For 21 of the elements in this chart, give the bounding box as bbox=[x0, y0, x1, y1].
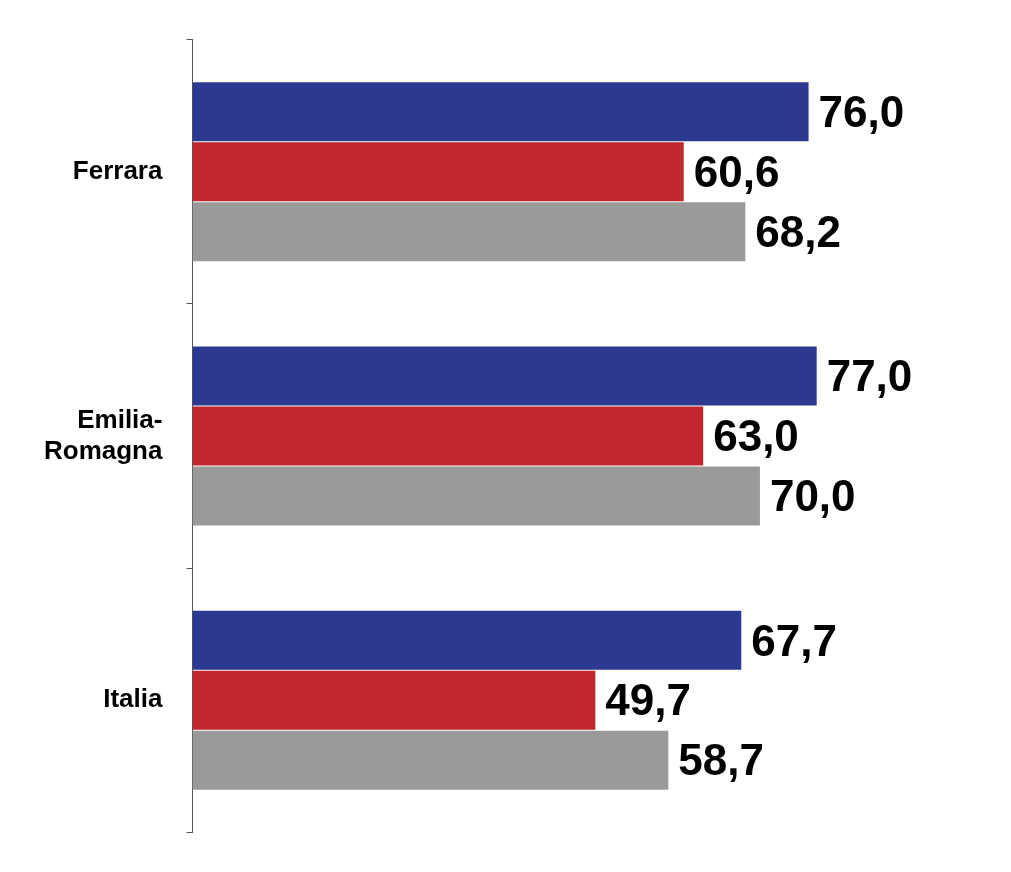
bar bbox=[192, 202, 746, 262]
data-label: 70,0 bbox=[769, 471, 856, 521]
data-label: 49,7 bbox=[605, 675, 692, 725]
data-label: 60,6 bbox=[693, 146, 780, 196]
data-label: 67,7 bbox=[751, 615, 837, 665]
bar bbox=[192, 82, 809, 142]
bar bbox=[192, 670, 596, 730]
data-label: 77,0 bbox=[826, 351, 913, 401]
data-label: 76,0 bbox=[818, 86, 905, 136]
bar bbox=[192, 346, 817, 406]
y-tick-label: Italia bbox=[103, 683, 163, 714]
bar bbox=[192, 466, 760, 526]
y-tick-label: Ferrara bbox=[72, 154, 163, 185]
data-label: 63,0 bbox=[713, 411, 799, 461]
bar bbox=[192, 406, 704, 466]
y-tick-label: Emilia- Romagna bbox=[43, 403, 163, 465]
bar bbox=[192, 142, 684, 202]
data-label: 58,7 bbox=[678, 735, 764, 785]
bar bbox=[192, 730, 669, 790]
data-label: 68,2 bbox=[755, 206, 841, 256]
bar bbox=[192, 610, 742, 670]
